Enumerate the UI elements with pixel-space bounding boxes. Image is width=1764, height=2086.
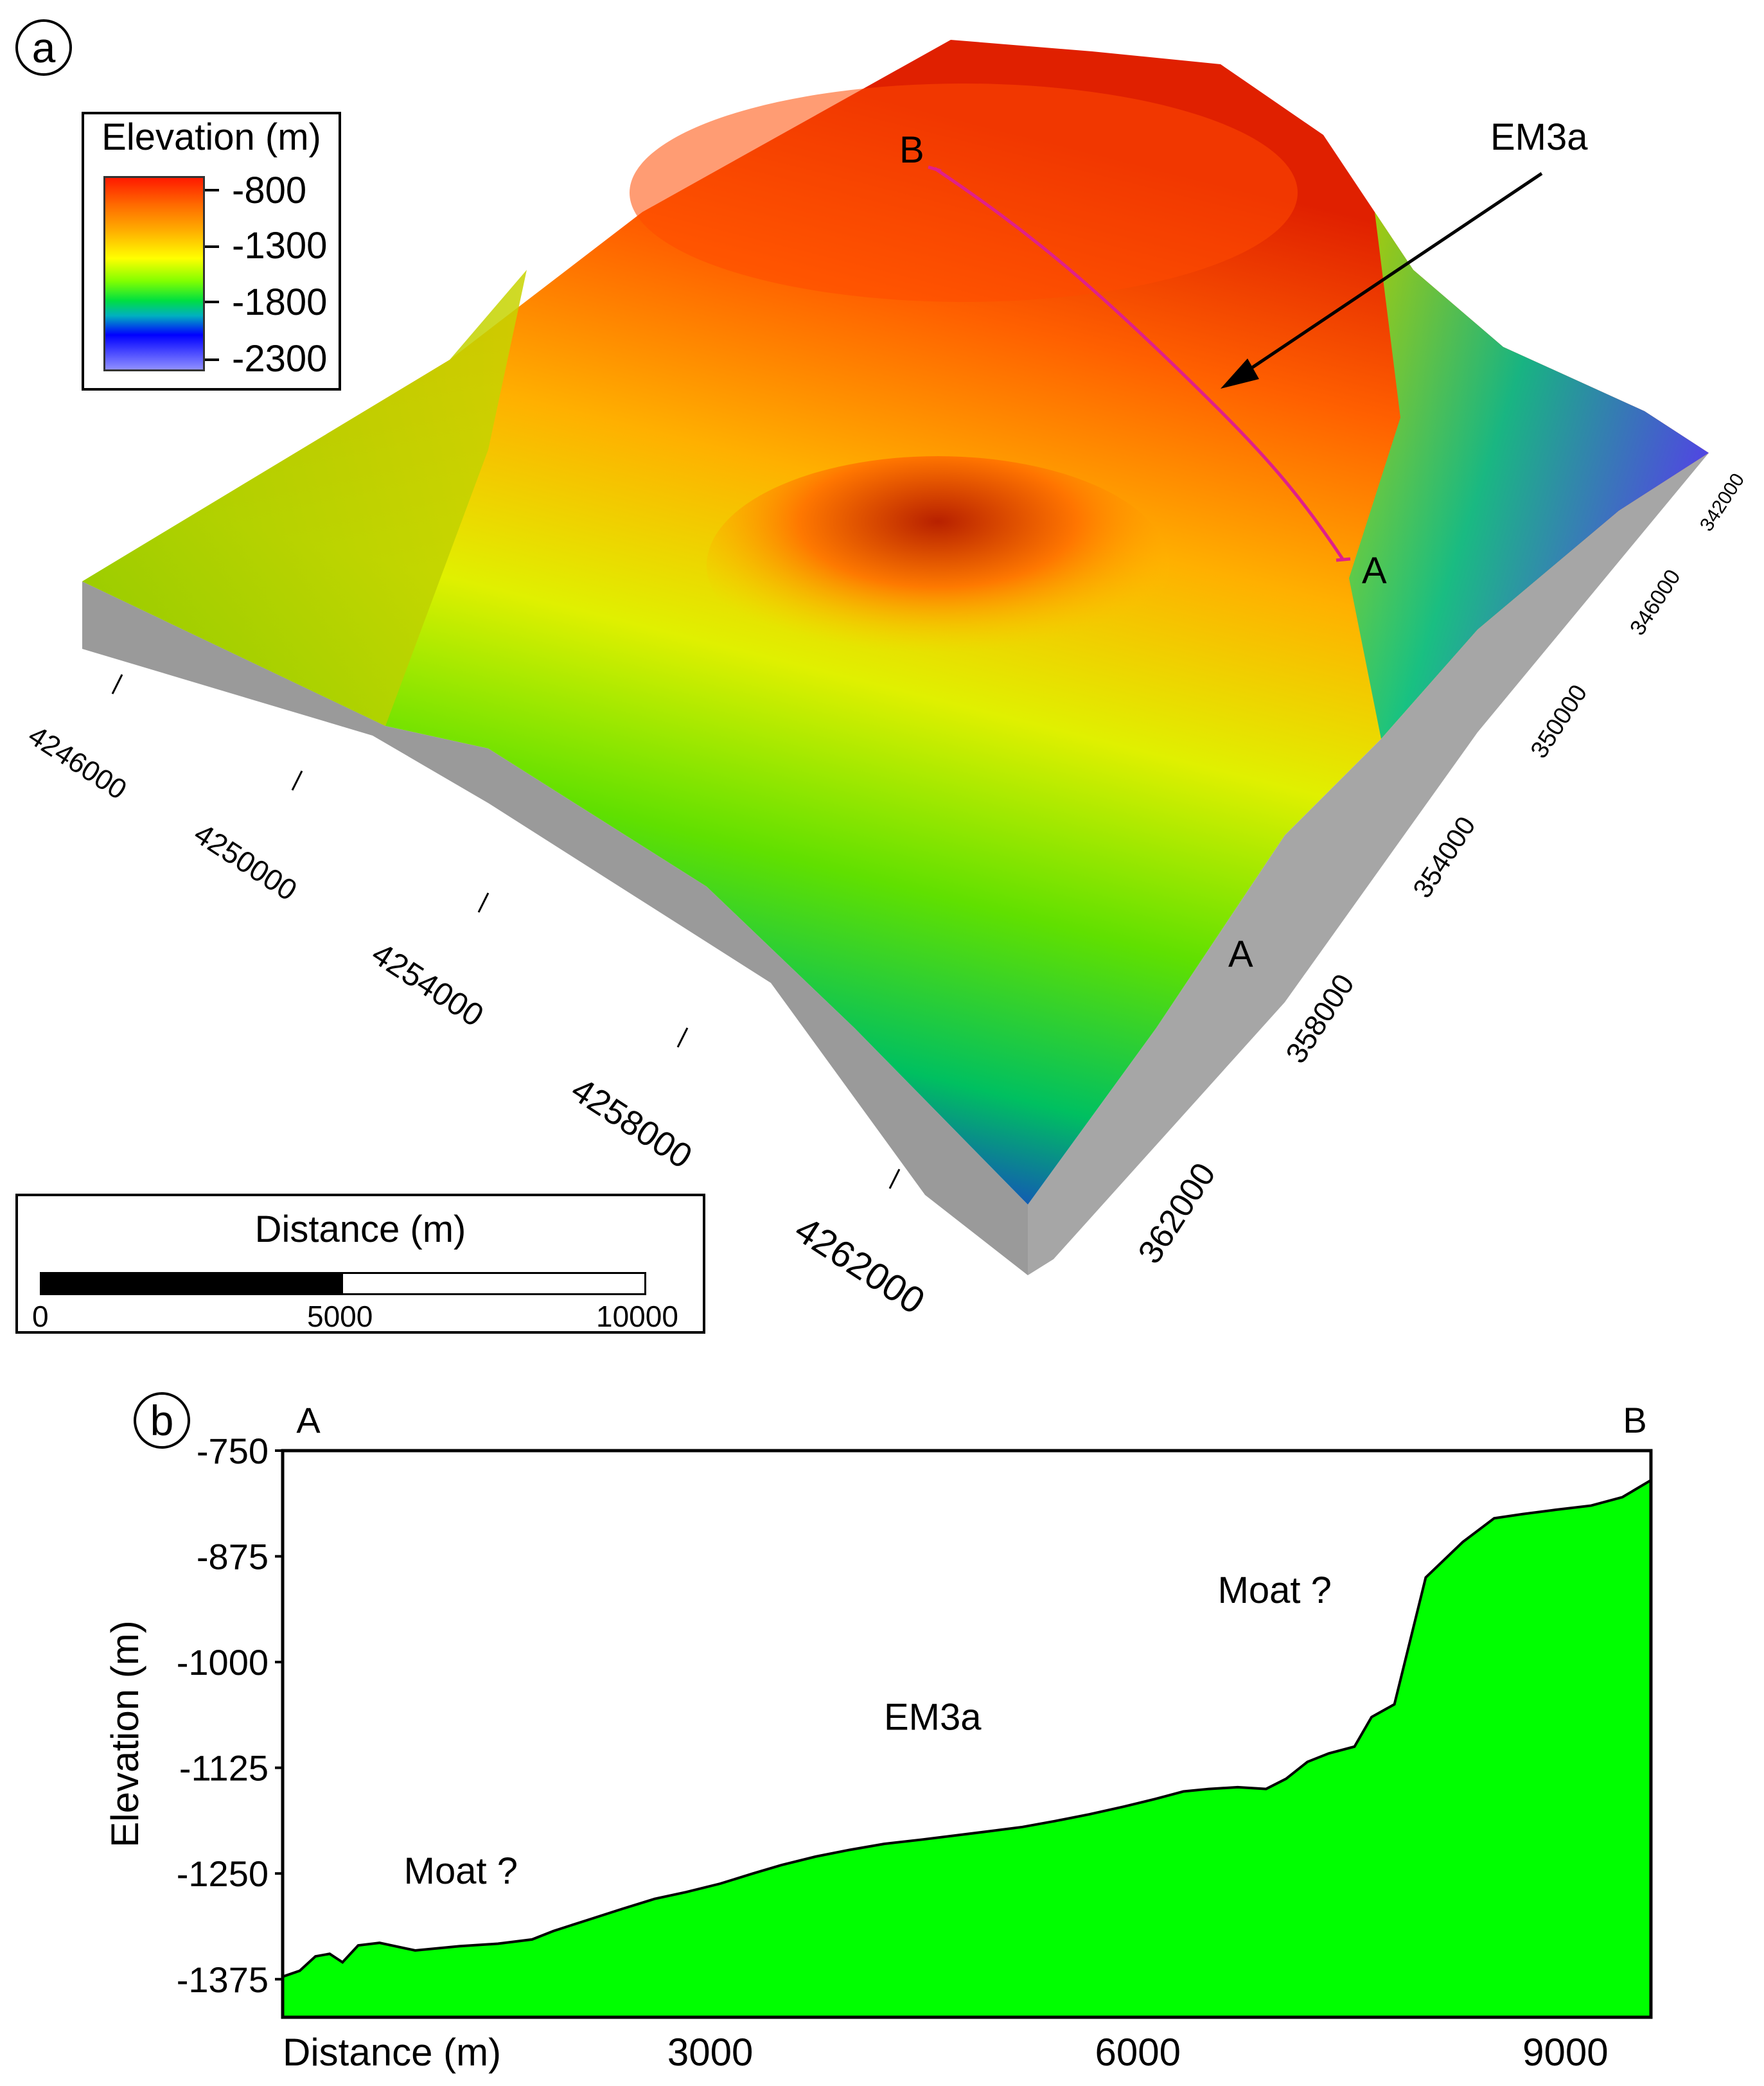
profile-area-fill <box>283 1480 1651 2017</box>
y-tick-label: -1000 <box>177 1642 269 1683</box>
y-tick-label: -1250 <box>177 1853 269 1894</box>
scale-label-0: 0 <box>32 1300 49 1333</box>
x-tick-label: 6000 <box>1095 2031 1181 2074</box>
profile-annotation: Moat ? <box>1218 1569 1332 1611</box>
panel-b-tag: b <box>134 1392 190 1449</box>
profile-label-b: B <box>899 129 924 171</box>
scale-label-5000: 5000 <box>307 1300 373 1333</box>
end-label-b: B <box>1623 1400 1646 1440</box>
terrain-left-plain <box>82 270 527 726</box>
panel-a-tag: a <box>15 19 72 76</box>
y-tick-label: -750 <box>197 1431 269 1471</box>
block-right-side <box>1028 453 1709 1275</box>
panel-b-tag-text: b <box>150 1397 174 1444</box>
profile-line <box>282 1479 1652 1978</box>
scale-bar-fill <box>42 1274 343 1293</box>
x-axis-label: Distance (m) <box>283 2031 501 2074</box>
terrain-right-slope <box>1349 212 1709 739</box>
legend-tick-2 <box>205 245 219 248</box>
profile-end-a <box>1336 557 1351 562</box>
legend-label-1300: -1300 <box>232 225 328 267</box>
end-label-a: A <box>296 1400 321 1440</box>
legend-tick-1 <box>205 189 219 191</box>
legend-tick-3 <box>205 301 219 303</box>
y-tick-label: -875 <box>197 1537 269 1577</box>
scale-title: Distance (m) <box>254 1208 466 1250</box>
plot-frame <box>281 1449 1653 2019</box>
scale-label-10000: 10000 <box>596 1300 678 1333</box>
summit-ridge <box>707 456 1169 675</box>
profile-end-b <box>928 165 942 173</box>
terrain-block <box>82 40 1709 1275</box>
distance-scale-bar: Distance (m) 0 5000 10000 <box>15 1194 705 1334</box>
profile-annotation: EM3a <box>884 1696 982 1738</box>
legend-label-2300: -2300 <box>232 338 328 380</box>
block-left-side <box>82 581 1028 1275</box>
legend-tick-4 <box>205 358 219 361</box>
profile-label-a-extent: A <box>1228 933 1253 975</box>
profile-line-ab <box>933 166 1345 560</box>
y-tick-label: -1375 <box>177 1959 269 2000</box>
x-tick-label: 9000 <box>1522 2031 1608 2074</box>
y-axis-label: Elevation (m) <box>103 1620 146 1847</box>
profile-label-a: A <box>1362 550 1387 592</box>
annotation-em3a: EM3a <box>1490 116 1588 158</box>
legend-title: Elevation (m) <box>101 116 321 158</box>
legend-label-1800: -1800 <box>232 281 328 323</box>
legend-label-800: -800 <box>232 170 307 211</box>
legend-colorbar <box>103 176 205 371</box>
em3a-arrow-head <box>1221 358 1259 389</box>
panel-a-tag-text: a <box>31 24 56 71</box>
profile-annotation: Moat ? <box>404 1850 518 1892</box>
elevation-legend: Elevation (m) -800 -1300 -1800 -2300 <box>82 112 341 391</box>
em3a-arrow-shaft <box>1239 172 1543 378</box>
scale-bar-graphic <box>40 1272 646 1295</box>
y-tick-label: -1125 <box>179 1748 269 1789</box>
x-tick-label: 3000 <box>667 2031 753 2074</box>
upper-caldera-rim <box>630 84 1298 302</box>
northing-tick-marks <box>111 674 901 1189</box>
elevation-profile-chart: -750 -875 -1000 -1125 -1250 -1375 3000 6000 9000… <box>103 1400 1653 2074</box>
